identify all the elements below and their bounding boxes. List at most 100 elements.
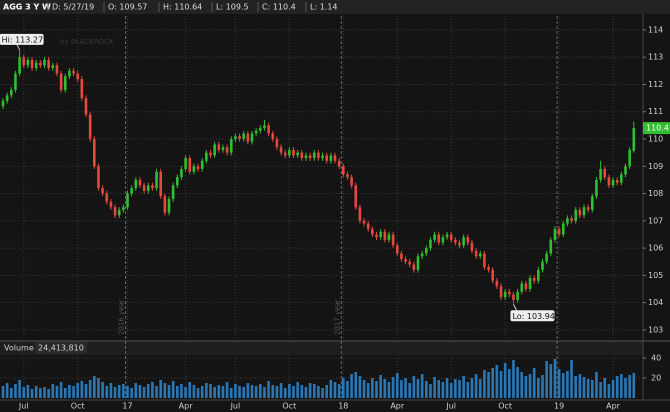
volume-bar [433, 377, 436, 398]
volume-bar [213, 387, 216, 398]
lo-box [510, 310, 555, 322]
candle-body [109, 201, 113, 208]
candle-body [408, 261, 411, 265]
y-tick-label: 111 [648, 107, 663, 116]
candle-body [317, 152, 320, 159]
volume-bar [342, 378, 345, 398]
volume-bar [80, 381, 84, 398]
candle-body [491, 269, 494, 281]
candle-body [337, 160, 341, 167]
volume-bar [59, 382, 63, 398]
candle-body [611, 179, 615, 186]
header-bar [0, 0, 670, 14]
candle-body [454, 239, 457, 243]
volume-bar [134, 383, 138, 398]
volume-bar [466, 382, 470, 398]
volume-bar [34, 386, 38, 398]
volume-bar [14, 384, 17, 398]
volume-bar [88, 380, 92, 398]
candle-body [146, 185, 150, 191]
candle-body [312, 152, 316, 159]
x-tick-label: Jul [18, 402, 29, 411]
volume-bar [524, 376, 528, 398]
x-tick-label: Oct [71, 402, 85, 411]
candle-body [545, 253, 548, 262]
volume-bar [72, 386, 75, 398]
candle-body [39, 62, 42, 66]
y-tick-label: 107 [648, 216, 663, 225]
candle-body [283, 152, 287, 156]
candle-body [300, 152, 304, 159]
volume-bar [516, 367, 519, 398]
volume-bar [259, 384, 262, 398]
candle-body [441, 237, 445, 243]
volume-bar [234, 384, 237, 398]
lo-leader [513, 304, 517, 311]
volume-bar [474, 374, 478, 398]
volume-last: 24,413,810 [38, 344, 84, 353]
candle-body [142, 185, 146, 191]
candle-body [14, 73, 17, 90]
candle-body [259, 128, 262, 131]
volume-bar [541, 375, 544, 398]
candle-body [615, 179, 619, 183]
y-tick-label: 109 [648, 162, 663, 171]
volume-box [35, 342, 87, 354]
candle-body [487, 267, 490, 270]
volume-bar [159, 380, 162, 398]
volume-bar [632, 373, 636, 398]
volume-bar [379, 375, 382, 398]
volume-bar [404, 378, 407, 398]
volume-bar [337, 384, 341, 398]
volume-bar [246, 383, 250, 398]
candle-body [184, 158, 187, 169]
candle-body [254, 130, 258, 134]
volume-y-tick-label: 20 [651, 374, 661, 383]
volume-bar [109, 383, 113, 398]
candle-body [561, 223, 565, 235]
candle-body [159, 171, 162, 197]
volume-bar [499, 371, 503, 398]
volume-bar [441, 382, 445, 398]
volume-bar [171, 381, 175, 398]
x-tick-label: Apr [606, 402, 621, 411]
volume-bar [155, 386, 158, 398]
volume-bar [603, 378, 607, 398]
x-tick-label: 18 [338, 402, 348, 411]
candle-body [5, 95, 9, 101]
volume-bar [607, 384, 611, 398]
hi-box [0, 33, 44, 45]
volume-bar [478, 379, 482, 398]
y-tick-label: 112 [648, 80, 663, 89]
volume-bar [321, 388, 324, 398]
volume-bar [43, 387, 46, 398]
candle-body [466, 237, 470, 243]
volume-bar [292, 386, 295, 398]
x-tick-label: 19 [554, 402, 564, 411]
volume-bar [180, 384, 183, 398]
volume-header-bar [0, 341, 643, 355]
candle-body [126, 193, 129, 208]
candle-body [478, 253, 482, 257]
volume-bar [275, 386, 279, 398]
candle-body [474, 250, 478, 257]
volume-bar [76, 383, 79, 398]
candle-body [632, 128, 636, 151]
volume-bar [263, 387, 266, 398]
candle-body [495, 280, 499, 287]
candle-body [607, 177, 611, 186]
candle-body [404, 259, 407, 262]
volume-bar [395, 373, 399, 398]
candle-body [47, 59, 50, 69]
volume-bar [238, 386, 241, 398]
volume-bar [595, 372, 598, 398]
candle-body [342, 166, 345, 175]
candle-body [591, 196, 594, 210]
volume-bar [308, 383, 312, 398]
volume-bar [325, 385, 328, 398]
candle-body [362, 220, 366, 224]
candle-body [246, 133, 250, 142]
candle-body [503, 291, 507, 298]
volume-bar [425, 381, 428, 398]
volume-bar [130, 388, 133, 398]
